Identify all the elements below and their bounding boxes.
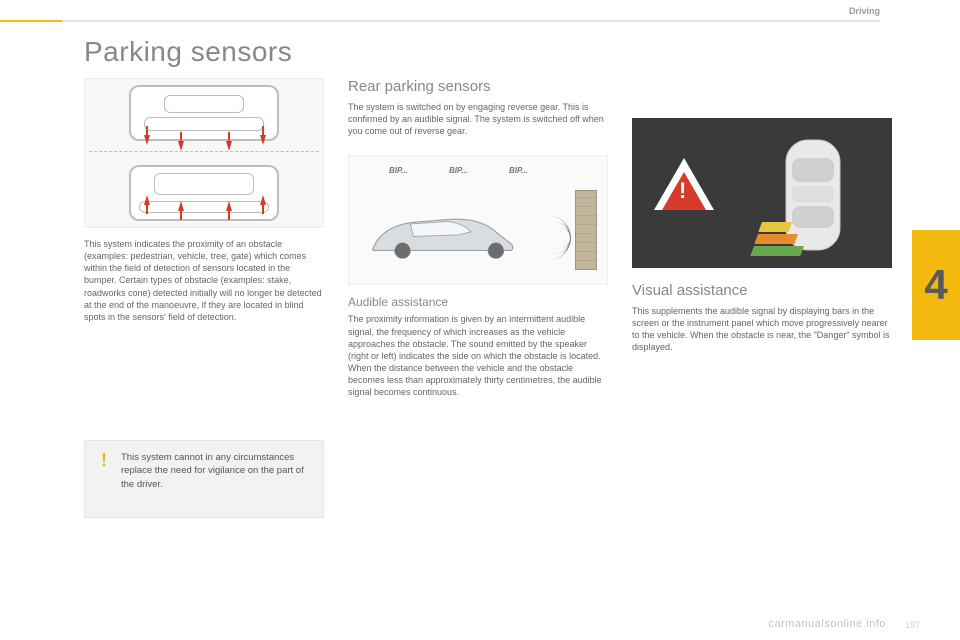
page-number: 197: [905, 620, 920, 630]
rear-sensors-heading: Rear parking sensors: [348, 78, 608, 95]
chapter-tab: 4: [912, 230, 960, 340]
car-side-icon: [363, 196, 523, 266]
wall-icon: [575, 190, 597, 270]
rear-sensors-paragraph: The system is switched on by engaging re…: [348, 101, 608, 137]
column-2: Rear parking sensors The system is switc…: [348, 78, 608, 398]
section-label: Driving: [849, 6, 880, 16]
warning-text: This system cannot in any circumstances …: [121, 451, 313, 491]
warning-icon: !: [95, 451, 113, 469]
proximity-bar-near: [758, 222, 792, 232]
top-rule-accent: [0, 20, 62, 22]
intro-paragraph: This system indicates the proximity of a…: [84, 238, 324, 323]
figure-visual-assistance: !: [632, 118, 892, 268]
audible-paragraph: The proximity information is given by an…: [348, 313, 608, 398]
proximity-bar-mid: [754, 234, 798, 244]
proximity-bar-far: [750, 246, 804, 256]
manual-page: Driving 4 Parking sensors: [0, 0, 960, 640]
visual-paragraph: This supplements the audible signal by d…: [632, 305, 892, 354]
visual-heading: Visual assistance: [632, 282, 892, 299]
chapter-number: 4: [924, 261, 947, 309]
figure-audible: BIP... BIP... BIP...: [348, 155, 608, 285]
page-title: Parking sensors: [84, 36, 292, 68]
warning-box: ! This system cannot in any circumstance…: [84, 440, 324, 518]
danger-exclaim: !: [679, 178, 686, 204]
bip-label: BIP...: [389, 166, 408, 175]
car-rear-outline: [129, 165, 279, 221]
bip-label: BIP...: [449, 166, 468, 175]
divider-dash: [89, 151, 319, 152]
bip-label: BIP...: [509, 166, 528, 175]
column-1: This system indicates the proximity of a…: [84, 78, 324, 323]
car-front-outline: [129, 85, 279, 141]
footer-url: carmanualsonline.info: [768, 618, 886, 630]
figure-sensor-locations: [84, 78, 324, 228]
column-3: ! Visual assistance This supplements the…: [632, 118, 892, 354]
sound-waves-icon: [531, 218, 571, 258]
audible-heading: Audible assistance: [348, 295, 608, 309]
top-rule: [0, 20, 880, 22]
